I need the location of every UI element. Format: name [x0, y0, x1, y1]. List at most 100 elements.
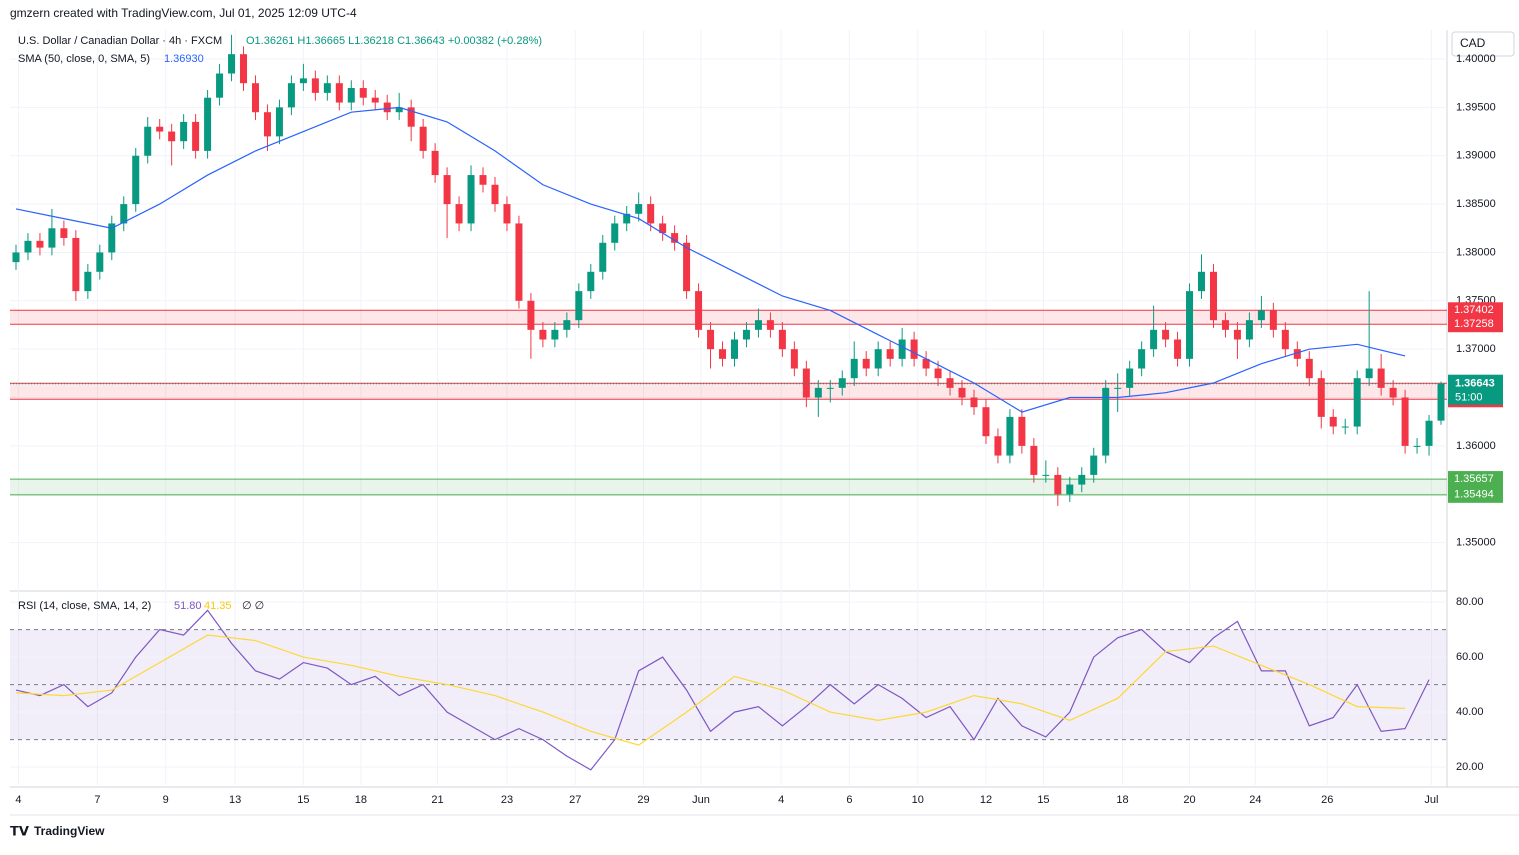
candle-body: [180, 121, 188, 142]
y-tick-label: 1.39500: [1456, 101, 1496, 113]
candle-body: [778, 329, 786, 350]
candle-body: [659, 223, 667, 234]
rsi-line: [15, 609, 1430, 771]
candle-body: [527, 300, 535, 330]
candle-body: [623, 213, 631, 224]
currency-button[interactable]: [1451, 31, 1515, 57]
candle-body: [1365, 368, 1373, 379]
candle-body: [922, 358, 930, 369]
zone: [10, 479, 1447, 495]
candle-body: [1114, 387, 1122, 389]
y-tick-label: 1.39000: [1456, 150, 1496, 162]
rsi-tick-label: 40.00: [1456, 706, 1484, 718]
price-tag: [1448, 486, 1503, 503]
candle-body: [1174, 339, 1182, 359]
currency[interactable]: CAD: [1460, 36, 1486, 50]
candle-body: [455, 204, 463, 224]
candle-body: [862, 358, 870, 369]
candle-body: [790, 349, 798, 369]
candle-body: [1054, 474, 1062, 495]
current-price-tag: [1448, 374, 1503, 405]
candle-body: [287, 83, 295, 108]
zone: [10, 383, 1447, 400]
candle-body: [874, 349, 882, 369]
candle-body: [1305, 358, 1313, 379]
candle-body: [910, 339, 918, 359]
candle-body: [1401, 397, 1409, 446]
candle-body: [1018, 416, 1026, 446]
x-tick-label: 9: [163, 794, 169, 806]
candle-body: [48, 228, 56, 248]
candle-body: [108, 223, 116, 253]
y-tick-label: 1.38500: [1456, 198, 1496, 210]
candle-body: [479, 175, 487, 185]
candle-body: [1233, 329, 1241, 340]
candle-body: [695, 291, 703, 330]
candle-body: [1389, 387, 1397, 398]
candle-body: [395, 107, 403, 113]
candle-body: [587, 271, 595, 292]
grid: [10, 30, 1447, 785]
x-tick-label: 7: [94, 794, 100, 806]
y-tick-label: 1.37000: [1456, 343, 1496, 355]
x-tick-label: Jun: [692, 794, 710, 806]
x-tick-label: 20: [1183, 794, 1195, 806]
candle-body: [1162, 329, 1170, 340]
candle-body: [766, 320, 774, 330]
rsi-ma-value: 41.35: [204, 600, 232, 612]
candle-body: [934, 368, 942, 379]
candle-body: [84, 271, 92, 292]
candle-body: [647, 204, 655, 224]
candle-body: [1138, 349, 1146, 369]
candle-body: [551, 329, 559, 340]
rsi-value: 51.80: [174, 600, 202, 612]
price-tag-label: 1.35494: [1454, 489, 1494, 501]
candle-body: [754, 320, 762, 330]
candle-body: [1341, 426, 1349, 428]
labels: gmzern created with TradingView.com, Jul…: [10, 6, 1515, 838]
candle-body: [635, 204, 643, 214]
price-tag: [1448, 471, 1503, 488]
candle-body: [311, 78, 319, 93]
candle-body: [24, 240, 32, 253]
rsi-ma-line: [15, 634, 1406, 746]
candle-body: [359, 88, 367, 98]
candle-body: [1030, 445, 1038, 475]
x-tick-label: 12: [980, 794, 992, 806]
x-tick-label: 21: [431, 794, 443, 806]
candle-body: [1425, 420, 1433, 446]
rsi-legend: RSI (14, close, SMA, 14, 2): [18, 600, 151, 612]
candle-body: [407, 107, 415, 127]
candle-body: [335, 83, 343, 103]
candle-body: [96, 252, 104, 272]
candle-body: [1198, 271, 1206, 292]
candle-body: [1413, 445, 1421, 447]
brand: TradingView: [34, 824, 105, 838]
candle-body: [323, 83, 331, 93]
candle-body: [1281, 329, 1289, 350]
candle-body: [1209, 271, 1217, 321]
candle-body: [838, 378, 846, 388]
sma-line: [15, 106, 1406, 413]
x-tick-label: 15: [297, 794, 309, 806]
candle-body: [1257, 310, 1265, 321]
rsi-extra: ∅ ∅: [242, 600, 264, 612]
candle-body: [994, 436, 1002, 456]
candle-body: [898, 339, 906, 359]
price-tag: [1448, 302, 1503, 319]
x-tick-label: 27: [569, 794, 581, 806]
candle-body: [1353, 378, 1361, 427]
sma-legend: SMA (50, close, 0, SMA, 5): [18, 53, 150, 65]
candle-body: [575, 291, 583, 321]
candle-body: [1329, 416, 1337, 427]
price-tag-label: 1.37402: [1454, 304, 1494, 316]
candle-body: [958, 387, 966, 398]
candle-body: [1377, 368, 1385, 388]
candle-body: [1078, 474, 1086, 485]
candle-body: [742, 329, 750, 340]
candle-body: [299, 78, 307, 84]
x-tick-label: 6: [846, 794, 852, 806]
candle-body: [60, 228, 68, 238]
